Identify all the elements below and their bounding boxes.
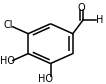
Text: HO: HO xyxy=(0,56,15,66)
Text: Cl: Cl xyxy=(4,20,13,30)
Text: O: O xyxy=(78,3,85,13)
Text: HO: HO xyxy=(38,74,53,84)
Text: H: H xyxy=(96,15,103,25)
